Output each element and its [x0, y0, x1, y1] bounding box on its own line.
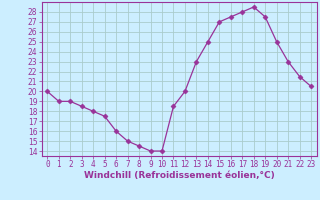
- X-axis label: Windchill (Refroidissement éolien,°C): Windchill (Refroidissement éolien,°C): [84, 171, 275, 180]
